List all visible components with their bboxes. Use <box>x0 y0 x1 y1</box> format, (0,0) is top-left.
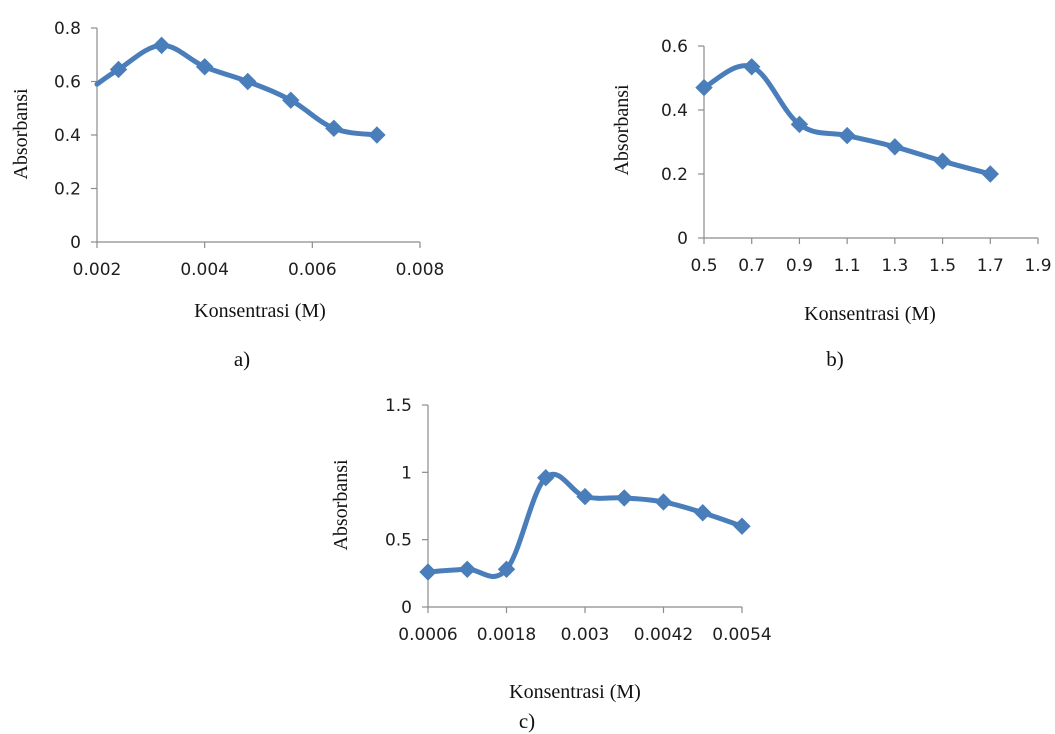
y-tick-label: 0 <box>70 233 81 253</box>
x-tick-label: 0.002 <box>73 260 122 280</box>
y-tick-label: 0.4 <box>661 101 688 121</box>
data-point-marker <box>195 58 214 76</box>
panel-label-a: a) <box>234 347 250 371</box>
x-axis-title-b: Konsentrasi (M) <box>804 303 936 325</box>
y-tick-label: 0.5 <box>385 531 412 551</box>
data-point-marker <box>458 560 476 579</box>
y-axis-title-a: Absorbansi <box>10 88 32 180</box>
x-tick-label: 1.1 <box>834 256 861 276</box>
x-tick-label: 1.3 <box>881 256 908 276</box>
data-point-marker <box>576 487 594 506</box>
data-point-marker <box>419 563 437 581</box>
panel-label-c: c) <box>519 709 535 733</box>
y-axis-title-b: Absorbansi <box>611 84 633 176</box>
data-point-marker <box>733 517 751 535</box>
x-tick-label: 1.7 <box>977 256 1004 276</box>
x-tick-label: 0.008 <box>396 260 445 280</box>
chart-panel-a: Absorbansi Konsentrasi (M) a) 0 0.2 0.4 0.6… <box>10 19 444 371</box>
x-tick-label: 0.7 <box>738 256 765 276</box>
y-tick-label: 0.6 <box>54 73 81 93</box>
data-point-marker <box>368 126 386 144</box>
x-tick-label: 0.0042 <box>634 625 693 645</box>
data-point-marker <box>239 72 257 91</box>
data-point-marker <box>695 78 713 97</box>
y-axis-title-text-a: Absorbansi <box>10 88 32 180</box>
x-tick-label: 0.003 <box>561 625 610 645</box>
data-point-marker <box>537 469 555 487</box>
y-tick-label: 0 <box>401 598 412 618</box>
data-point-marker <box>497 560 516 579</box>
x-tick-label: 0.9 <box>786 256 813 276</box>
data-point-marker <box>282 91 300 109</box>
data-point-marker <box>886 138 904 156</box>
y-tick-label: 0.2 <box>661 165 688 185</box>
x-tick-label: 0.0006 <box>398 625 457 645</box>
y-tick-label: 1.5 <box>385 396 412 416</box>
y-tick-label: 0 <box>677 229 688 249</box>
y-axis-title-text-b: Absorbansi <box>611 84 633 176</box>
y-tick-label: 0.8 <box>54 19 81 39</box>
data-point-marker <box>654 493 673 511</box>
data-point-marker <box>981 165 999 183</box>
data-point-marker <box>838 126 856 145</box>
x-tick-label: 0.006 <box>288 260 337 280</box>
y-tick-label: 0.2 <box>54 180 81 200</box>
data-point-marker <box>325 119 343 138</box>
x-tick-label: 1.5 <box>929 256 956 276</box>
x-tick-label: 1.9 <box>1024 256 1051 276</box>
x-tick-label: 0.004 <box>180 260 229 280</box>
y-tick-label: 0.6 <box>661 37 688 57</box>
chart-panel-b: Absorbansi Konsentrasi (M) b) 0 0.2 0.4 0.6… <box>611 37 1052 371</box>
x-tick-label: 0.0018 <box>477 625 536 645</box>
data-point-marker <box>152 36 171 55</box>
data-point-marker <box>790 115 809 134</box>
data-point-marker <box>615 489 633 507</box>
data-point-marker <box>109 60 128 79</box>
y-tick-label: 0.4 <box>54 126 81 146</box>
chart-panel-c: Absorbansi Konsentrasi (M) c) 0 0.5 1 1.5 0.… <box>330 396 772 733</box>
y-axis-title-text-c: Absorbansi <box>330 459 352 551</box>
data-point-marker <box>694 504 712 522</box>
x-axis-title-c: Konsentrasi (M) <box>509 681 641 703</box>
data-point-marker <box>743 58 761 76</box>
x-axis-title-a: Konsentrasi (M) <box>194 300 326 322</box>
panel-label-b: b) <box>826 347 844 371</box>
data-point-marker <box>933 152 952 170</box>
y-axis-title-c: Absorbansi <box>330 459 352 551</box>
x-tick-label: 0.5 <box>690 256 717 276</box>
y-tick-label: 1 <box>401 463 412 483</box>
x-tick-label: 0.0054 <box>712 625 771 645</box>
